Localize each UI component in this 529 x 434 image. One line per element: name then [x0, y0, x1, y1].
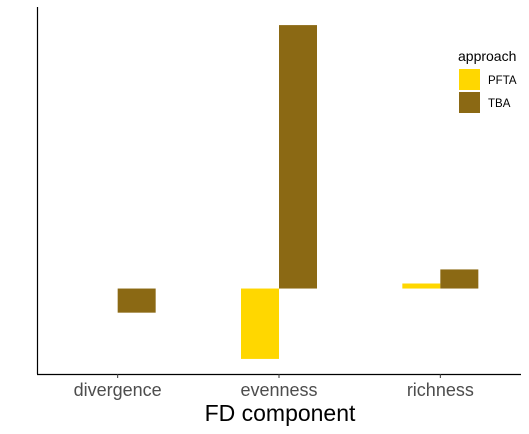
bars-group — [117, 25, 479, 359]
legend-label-pfta: PFTA — [488, 75, 517, 87]
legend: PFTA TBA — [459, 69, 517, 113]
x-tick-label-evenness: evenness — [240, 380, 317, 400]
x-tick-label-divergence: divergence — [74, 380, 162, 400]
legend-title: approach — [458, 48, 516, 64]
x-tick-label-richness: richness — [407, 380, 474, 400]
bar-tba-richness — [440, 269, 479, 289]
x-axis-title: FD component — [205, 400, 356, 426]
bar-pfta-richness — [402, 283, 441, 289]
bar-pfta-evenness — [241, 288, 279, 359]
x-tick-labels: divergence evenness richness — [74, 374, 474, 400]
legend-swatch-tba — [459, 92, 480, 113]
legend-label-tba: TBA — [488, 98, 511, 110]
legend-swatch-pfta — [459, 69, 480, 90]
bar-tba-divergence — [117, 288, 156, 313]
bar-tba-evenness — [279, 25, 317, 289]
